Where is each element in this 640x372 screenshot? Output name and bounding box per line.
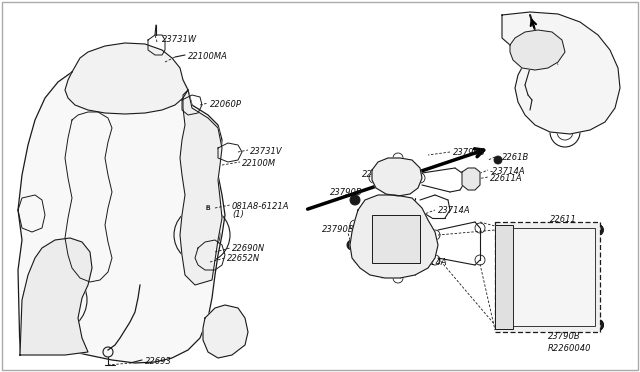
Polygon shape bbox=[203, 305, 248, 358]
Text: (1): (1) bbox=[232, 210, 244, 219]
Circle shape bbox=[350, 195, 360, 205]
Polygon shape bbox=[65, 43, 188, 114]
Text: 23790B: 23790B bbox=[322, 225, 355, 234]
Text: 23731W: 23731W bbox=[162, 35, 197, 44]
Text: 22652N: 22652N bbox=[227, 254, 260, 263]
Text: 2261B: 2261B bbox=[502, 153, 529, 162]
Text: R2260040: R2260040 bbox=[548, 344, 591, 353]
Text: 22611A: 22611A bbox=[490, 174, 523, 183]
Polygon shape bbox=[350, 195, 438, 278]
Circle shape bbox=[347, 240, 357, 250]
Text: 22693: 22693 bbox=[145, 357, 172, 366]
Polygon shape bbox=[462, 168, 480, 190]
Text: 23714A: 23714A bbox=[415, 258, 447, 267]
Text: -23714A: -23714A bbox=[490, 167, 525, 176]
Bar bbox=[513, 228, 595, 326]
Text: 22611: 22611 bbox=[550, 215, 577, 224]
Text: 22612: 22612 bbox=[362, 170, 389, 179]
Text: 23790B: 23790B bbox=[330, 188, 363, 197]
Text: 23790B: 23790B bbox=[548, 332, 580, 341]
Circle shape bbox=[593, 320, 604, 330]
Circle shape bbox=[593, 320, 604, 330]
Bar bbox=[495, 225, 513, 329]
Polygon shape bbox=[510, 30, 565, 70]
Circle shape bbox=[494, 156, 502, 164]
Text: 23731V: 23731V bbox=[250, 147, 283, 156]
Polygon shape bbox=[180, 90, 222, 285]
Text: 22690N: 22690N bbox=[232, 244, 265, 253]
Polygon shape bbox=[18, 58, 225, 363]
Circle shape bbox=[593, 224, 604, 235]
Text: 23714A: 23714A bbox=[438, 206, 470, 215]
Text: 22100MA: 22100MA bbox=[188, 52, 228, 61]
Text: 23790B: 23790B bbox=[453, 148, 486, 157]
Text: 22100M: 22100M bbox=[242, 159, 276, 168]
Bar bbox=[372, 215, 420, 263]
Text: B: B bbox=[206, 205, 210, 211]
Polygon shape bbox=[372, 158, 422, 196]
Text: B: B bbox=[205, 205, 211, 211]
Text: 22060P: 22060P bbox=[210, 100, 242, 109]
Text: 081A8-6121A: 081A8-6121A bbox=[232, 202, 289, 211]
Polygon shape bbox=[502, 12, 620, 134]
Bar bbox=[495, 222, 600, 332]
Text: ●23790B: ●23790B bbox=[555, 305, 595, 314]
Polygon shape bbox=[20, 238, 92, 355]
